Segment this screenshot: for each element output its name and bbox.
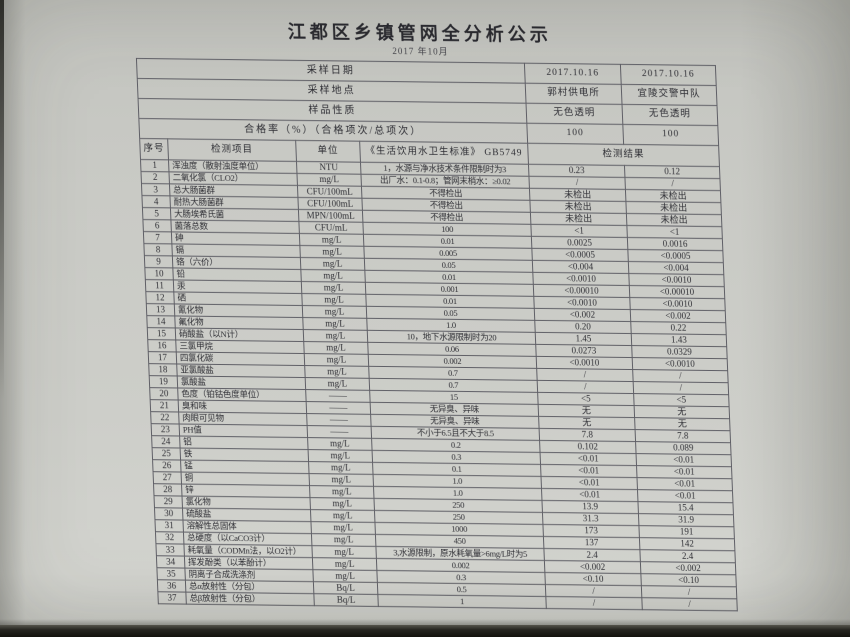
row-number: 29 (154, 495, 183, 509)
result-site2: / (641, 597, 738, 611)
row-number: 32 (155, 531, 184, 545)
row-number: 33 (155, 543, 185, 557)
photo-left-edge (0, 0, 4, 400)
row-number: 26 (152, 459, 182, 473)
unit-value: mg/L (309, 473, 374, 487)
unit-value: mg/L (305, 377, 370, 391)
unit-value: —— (306, 401, 371, 415)
unit-value: mg/L (307, 437, 373, 451)
row-number: 5 (142, 207, 171, 220)
row-number: 10 (144, 267, 174, 280)
analysis-table: 采样日期 2017.10.16 2017.10.16 采样地点 郭村供电所 宜陵交警中队样… (136, 58, 738, 611)
unit-value: mg/L (302, 305, 367, 319)
unit-value: mg/L (300, 269, 366, 283)
unit-value: MPN/100mL (298, 209, 363, 223)
row-number: 27 (153, 471, 182, 485)
row-number: 7 (143, 231, 172, 244)
unit-value: —— (307, 425, 372, 439)
row-number: 12 (145, 291, 175, 304)
col-header-standard: 《生活饮用水卫生标准》 GB5749 (359, 141, 529, 165)
item-name: 总β放射性（分包） (185, 592, 315, 606)
row-number: 18 (148, 363, 178, 376)
row-number: 1 (140, 159, 169, 172)
row-number: 14 (146, 315, 176, 328)
row-number: 6 (142, 219, 172, 232)
row-number: 9 (144, 255, 173, 268)
result-site1: / (545, 596, 643, 610)
info-value-site2: 100 (622, 124, 719, 146)
unit-value: mg/L (296, 173, 362, 187)
unit-value: mg/L (311, 533, 376, 547)
row-number: 21 (150, 399, 179, 412)
row-number: 35 (156, 567, 186, 581)
info-value-site2: 2017.10.16 (620, 64, 717, 86)
unit-value: Bq/L (313, 581, 378, 595)
data-rows: 1 浑浊度（散射浊度单位） NTU 1，水源与净水技术条件限制时为3 0.23 0.12 2… (140, 159, 738, 611)
row-number: 11 (145, 279, 174, 292)
row-number: 4 (141, 195, 171, 208)
row-number: 24 (151, 435, 181, 449)
info-value-site1: 2017.10.16 (524, 63, 622, 85)
info-value-site1: 100 (526, 123, 624, 145)
row-number: 36 (157, 579, 186, 593)
row-number: 19 (149, 375, 178, 388)
row-number: 31 (154, 519, 184, 533)
row-number: 16 (147, 339, 177, 352)
info-value-site1: 郭村供电所 (525, 83, 623, 105)
row-number: 15 (147, 327, 176, 340)
unit-value: CFU/100mL (297, 185, 362, 199)
row-number: 37 (157, 591, 187, 605)
unit-value: mg/L (309, 497, 375, 511)
row-number: 20 (149, 387, 179, 400)
row-number: 30 (154, 507, 183, 521)
unit-value: mg/L (304, 353, 369, 367)
row-number: 17 (148, 351, 177, 364)
row-number: 13 (146, 303, 175, 316)
row-number: 22 (150, 411, 180, 425)
unit-value: mg/L (299, 233, 364, 247)
info-value-site2: 宜陵交警中队 (621, 84, 718, 106)
standard-value: 1 (377, 594, 547, 609)
col-header-seq: 序号 (139, 138, 169, 160)
unit-value: CFU/mL (298, 221, 364, 235)
unit-value: Bq/L (313, 593, 379, 607)
unit-value: mg/L (310, 509, 375, 523)
row-number: 8 (143, 243, 173, 256)
unit-value: mg/L (308, 449, 373, 463)
unit-value: mg/L (312, 569, 378, 583)
unit-value: mg/L (301, 281, 366, 295)
unit-value: mg/L (308, 461, 374, 475)
unit-value: mg/L (309, 485, 374, 499)
desk-edge (0, 625, 850, 637)
info-rows: 采样日期 2017.10.16 2017.10.16 采样地点 郭村供电所 宜陵交警中队样… (136, 58, 719, 146)
info-value-site2: 无色透明 (622, 104, 718, 126)
unit-value: mg/L (302, 317, 368, 331)
row-number: 34 (156, 555, 185, 569)
row-number: 28 (153, 483, 182, 497)
info-value-site1: 无色透明 (526, 103, 623, 125)
unit-value: mg/L (310, 521, 376, 535)
unit-value: mg/L (301, 293, 367, 307)
unit-value: mg/L (304, 365, 370, 379)
row-number: 25 (152, 447, 181, 461)
unit-value: mg/L (299, 245, 365, 259)
unit-value: mg/L (300, 257, 365, 271)
row-number: 23 (151, 423, 180, 437)
row-number: 3 (141, 183, 170, 196)
unit-value: —— (305, 389, 371, 403)
unit-value: mg/L (303, 341, 369, 355)
unit-value: —— (306, 413, 372, 427)
unit-value: mg/L (311, 545, 377, 559)
unit-value: CFU/100mL (297, 197, 363, 211)
paper-bottom-edge-shadow (0, 619, 850, 625)
unit-value: mg/L (303, 329, 368, 343)
col-header-item: 检测项目 (167, 138, 297, 162)
col-header-result: 检测结果 (527, 143, 720, 167)
unit-value: NTU (296, 161, 361, 175)
row-number: 2 (140, 171, 170, 184)
unit-value: mg/L (312, 557, 377, 571)
col-header-unit: 单位 (295, 140, 361, 163)
